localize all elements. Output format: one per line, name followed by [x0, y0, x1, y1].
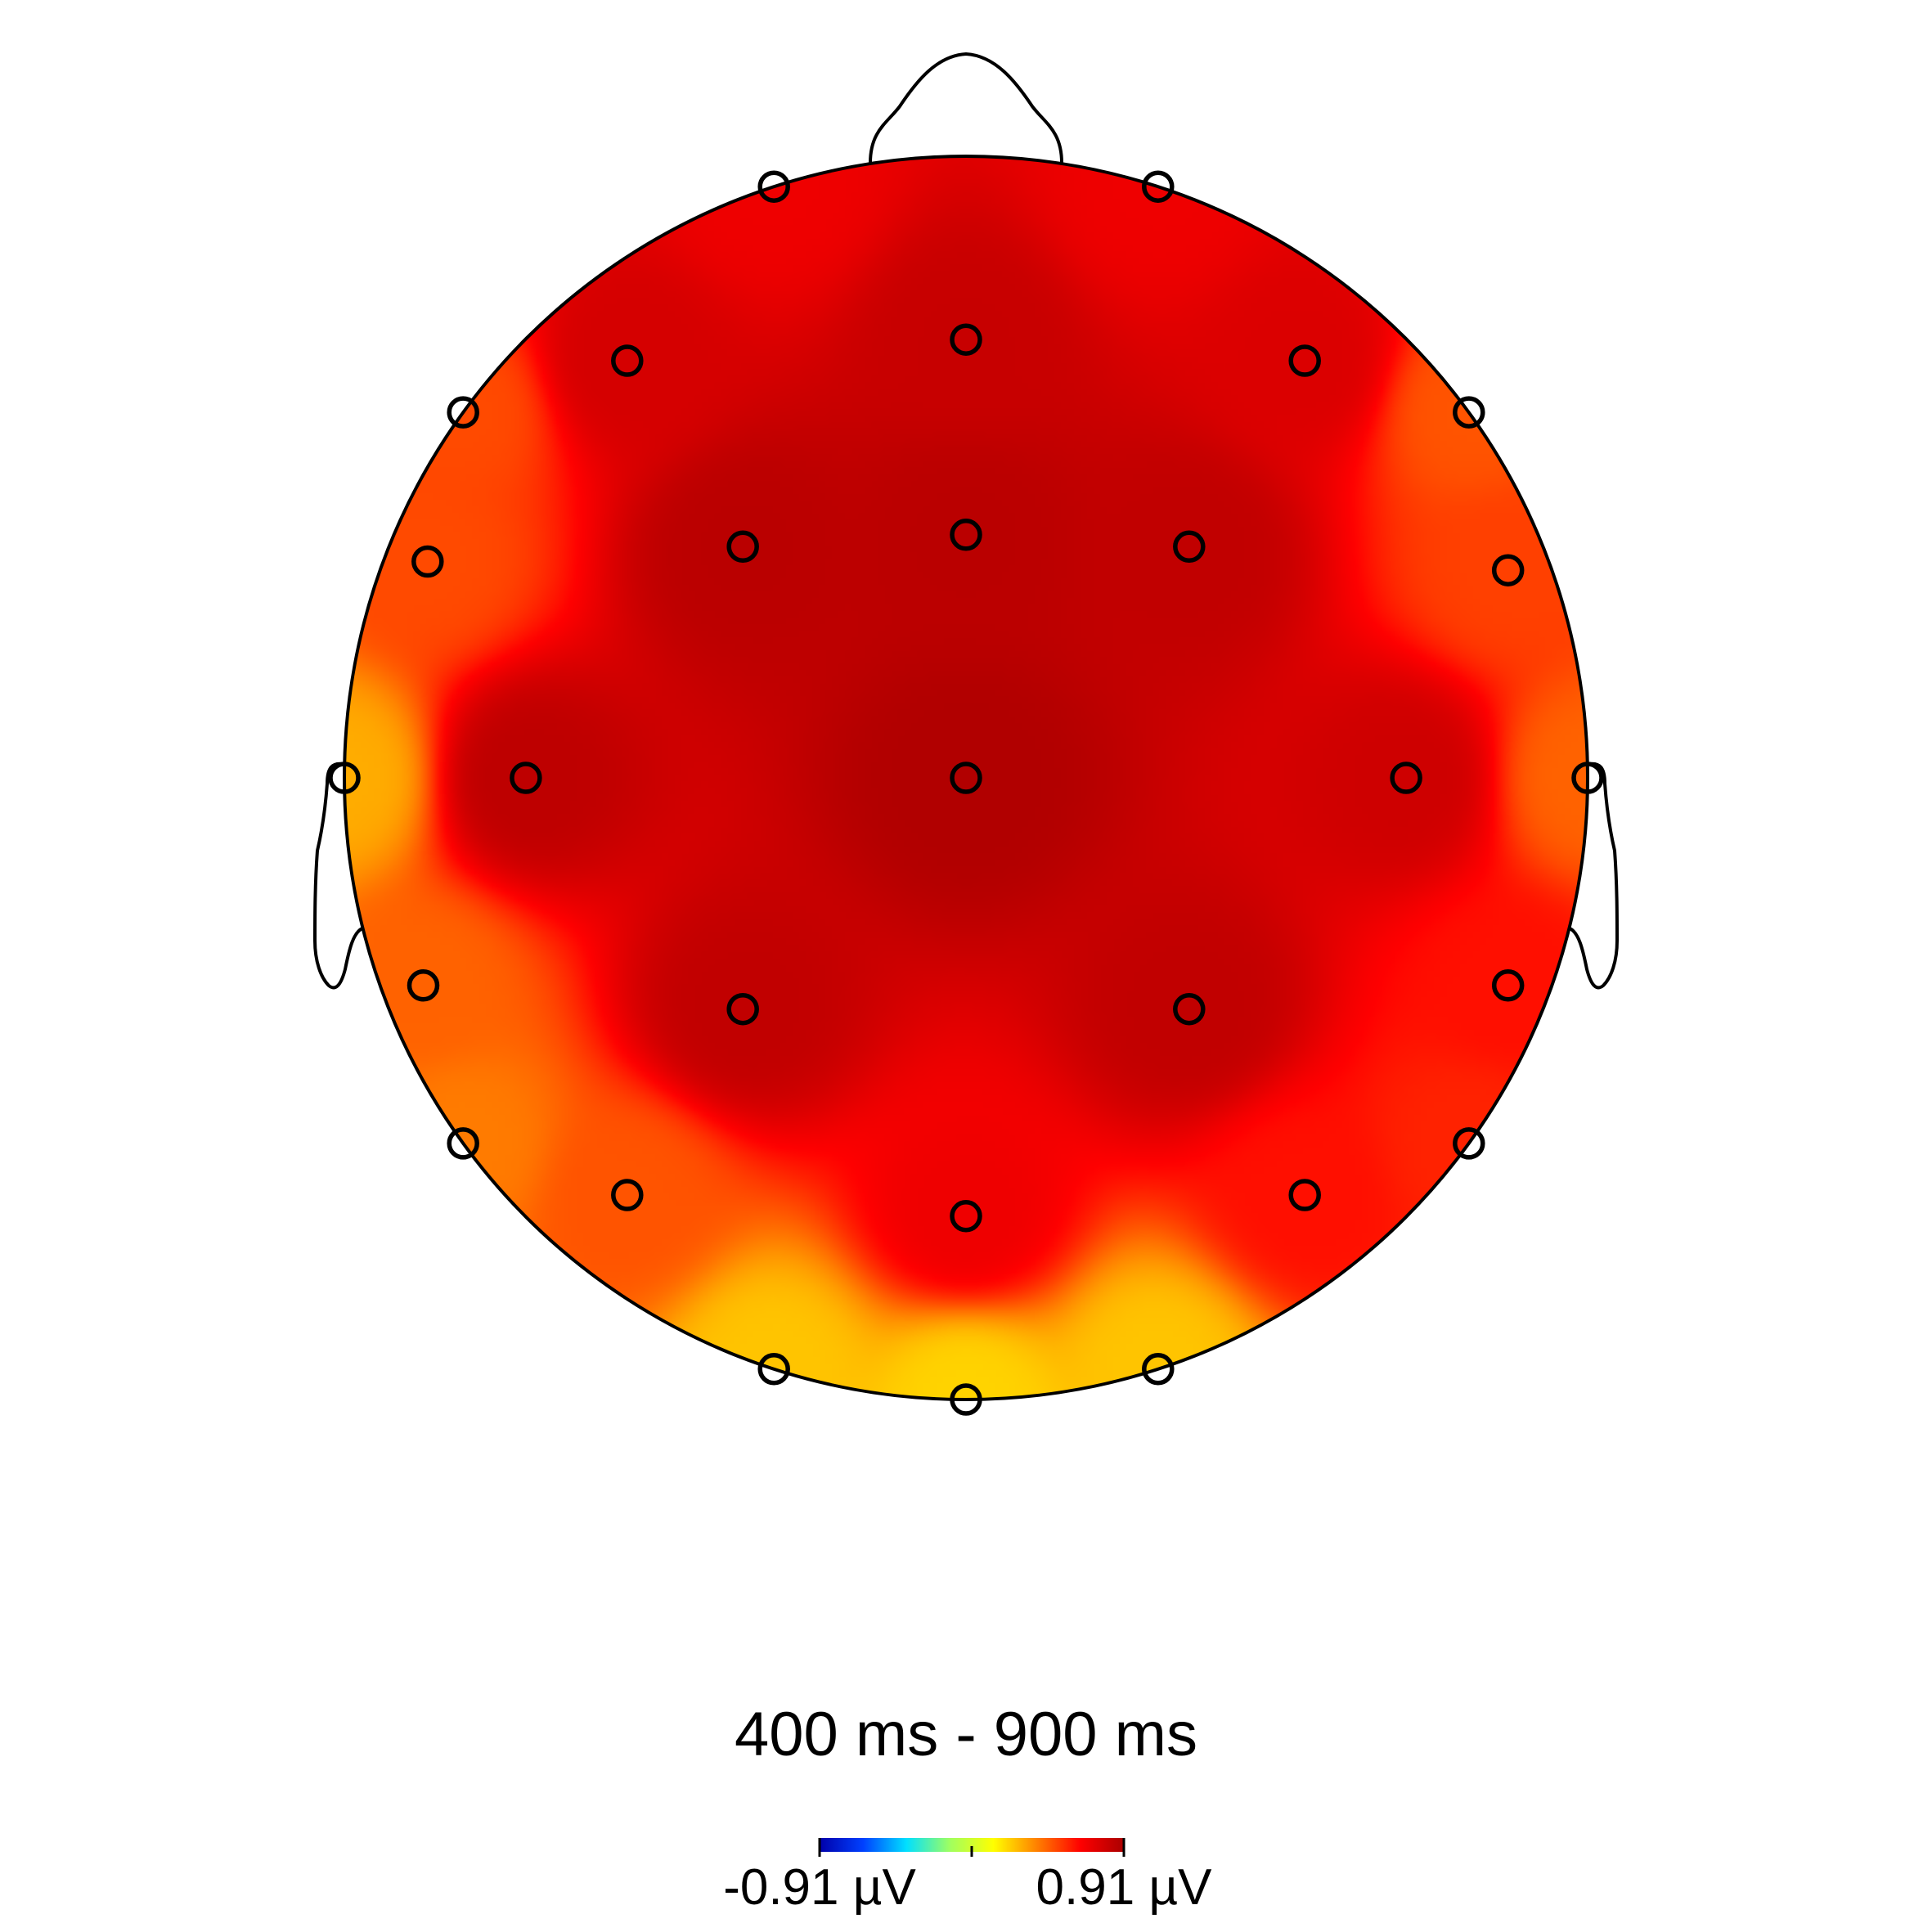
electrode-marker: [1390, 762, 1422, 794]
electrode-marker: [1142, 170, 1175, 203]
electrode-marker: [1173, 530, 1206, 564]
electrode-marker: [447, 1127, 479, 1160]
colorbar: -0.91 µV 0.91 µV: [723, 1838, 1212, 1916]
electrode-marker: [726, 530, 759, 564]
electrode-marker: [950, 1383, 982, 1416]
electrode-marker: [407, 969, 440, 1002]
electrode-marker: [328, 762, 361, 794]
colorbar-max-label: 0.91 µV: [1036, 1859, 1213, 1916]
nose-outline: [869, 52, 1063, 164]
head-outline: [343, 155, 1589, 1401]
electrode-marker: [1288, 1179, 1321, 1211]
electrode-marker: [726, 992, 759, 1026]
electrode-marker: [1491, 969, 1525, 1002]
colorbar-min-label: -0.91 µV: [723, 1859, 916, 1916]
electrode-marker: [950, 323, 982, 356]
electrode-marker: [411, 545, 444, 578]
electrode-marker: [1173, 992, 1206, 1026]
colorbar-gradient-bar: [820, 1838, 1124, 1852]
electrode-marker: [510, 762, 542, 794]
electrode-marker: [611, 1179, 644, 1211]
scalp-heatmap: [344, 156, 1588, 1400]
electrode-marker: [1453, 1127, 1485, 1160]
chart-title: 400 ms - 900 ms: [735, 1700, 1197, 1769]
electrode-markers: [328, 170, 1604, 1416]
electrode-marker: [1571, 762, 1604, 794]
electrode-marker: [1288, 344, 1321, 377]
electrode-marker: [611, 344, 644, 377]
electrode-marker: [447, 396, 479, 429]
electrode-marker: [950, 519, 982, 551]
scalp-heatmap-image: [344, 156, 1588, 1400]
electrode-marker: [1453, 396, 1485, 429]
left-ear-outline: [313, 762, 364, 990]
electrode-marker: [950, 1200, 982, 1233]
electrode-marker: [1142, 1353, 1175, 1386]
electrode-marker: [1491, 554, 1525, 586]
electrode-marker: [757, 1353, 790, 1386]
electrode-marker: [950, 762, 982, 794]
right-ear-outline: [1568, 762, 1619, 990]
electrode-marker: [757, 170, 790, 203]
